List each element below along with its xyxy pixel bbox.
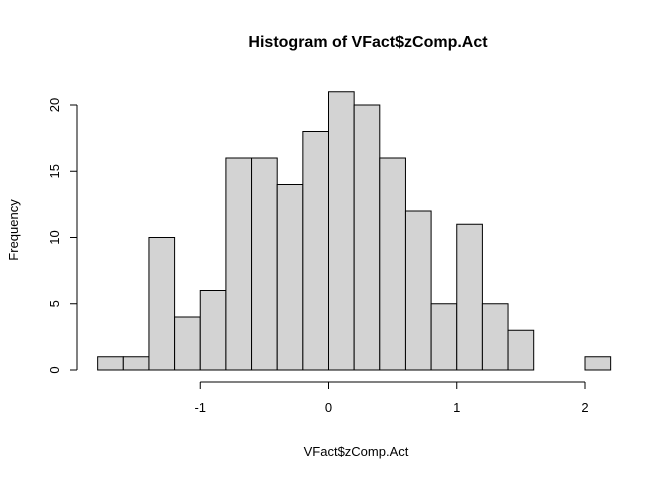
histogram-bar (122, 356, 150, 371)
histogram-bar (379, 157, 406, 371)
histogram-bar (302, 131, 330, 371)
histogram-bar (199, 290, 227, 371)
y-tick-label: 0 (47, 366, 62, 373)
bars-group (97, 91, 612, 371)
y-tick-label: 10 (47, 230, 62, 244)
histogram-bar (97, 356, 124, 371)
histogram-bar (251, 157, 278, 371)
histogram-bar (328, 91, 355, 371)
y-axis-label: Frequency (6, 199, 21, 261)
histogram-bar (174, 316, 201, 371)
histogram-bar (404, 210, 432, 371)
histogram-bar (430, 303, 458, 371)
histogram-bar (148, 237, 176, 371)
x-tick-label: -1 (194, 400, 206, 415)
y-tick-label: 5 (47, 300, 62, 307)
y-tick-label: 15 (47, 164, 62, 178)
x-axis: -1 0 1 2 (194, 381, 589, 415)
histogram-bar (276, 184, 304, 371)
x-axis-label: VFact$zComp.Act (304, 444, 409, 459)
histogram-bar (481, 303, 509, 371)
x-tick-label: 1 (453, 400, 460, 415)
y-axis: 0 5 10 15 20 (47, 98, 78, 374)
histogram-bar (507, 329, 535, 371)
chart-title: Histogram of VFact$zComp.Act (248, 34, 488, 51)
x-tick-label: 2 (581, 400, 588, 415)
x-tick-label: 0 (325, 400, 332, 415)
y-tick-label: 20 (47, 98, 62, 112)
histogram-bar (456, 223, 483, 371)
histogram-bar (584, 356, 612, 371)
histogram-bar (225, 157, 253, 371)
histogram-bar (353, 104, 381, 371)
